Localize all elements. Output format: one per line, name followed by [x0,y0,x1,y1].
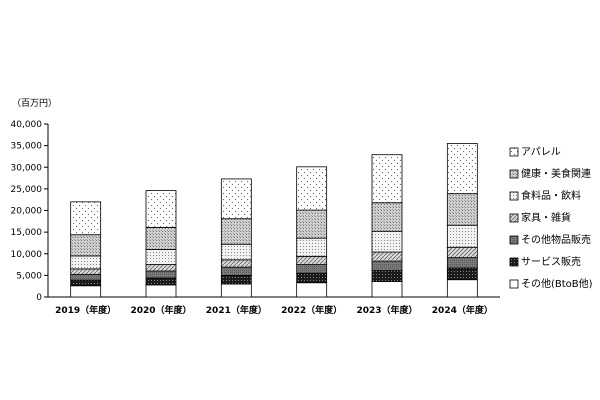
bar-segment [296,272,328,284]
bar-segment [446,246,478,259]
legend-label: 食料品・飲料 [521,189,581,202]
x-tick-label: 2020（年度） [130,304,191,316]
chart-axes [47,124,500,298]
legend-swatch [509,213,519,223]
y-tick-label: 15,000 [11,228,43,238]
y-tick-label: 0 [36,293,42,303]
x-axis-labels: 2019（年度） 2020（年度） 2021（年度） 2022（年度） 2023（年度）… [55,304,493,316]
bar-segment [296,282,328,298]
y-axis-ticks: 0 5,000 10,000 15,000 20,000 25,000 30,000 35,0… [11,120,48,303]
bar-segment [371,281,403,298]
legend-swatch [509,279,519,289]
bar-segment [296,255,328,265]
bar-segment [446,193,478,226]
bar-segment [145,277,177,286]
x-tick-label: 2022（年度） [281,304,342,316]
legend-label: 家具・雑貨 [521,211,571,224]
bar-segment [145,226,177,250]
bar-segment [220,259,252,268]
bar-segment [145,249,177,265]
bar-segment [446,257,478,269]
legend-swatch [509,169,519,179]
bar-segment [220,243,252,261]
bar-segment [446,267,478,281]
bar-segment [145,284,177,298]
bar-segment [296,237,328,257]
bar-series-group [70,143,478,298]
legend-label: その他(BtoB他) [521,277,593,290]
y-axis-unit-label: （百万円） [12,98,57,109]
legend-label: サービス販売 [521,255,581,268]
x-tick-label: 2024（年度） [432,304,493,316]
y-tick-label: 35,000 [11,142,43,152]
bar-segment [371,230,403,253]
bar-segment [70,201,102,236]
bar-segment [220,274,252,285]
legend-swatch [509,147,519,157]
bar-segment [220,178,252,220]
bar-segment [70,279,102,287]
bar-segment [371,270,403,282]
bar-segment [371,260,403,272]
y-tick-label: 25,000 [11,185,43,195]
bar-segment [220,266,252,276]
x-tick-label: 2023（年度） [356,304,417,316]
legend-swatch [509,191,519,201]
bar-segment [446,224,478,248]
y-tick-label: 20,000 [11,207,43,217]
bar-segment [220,218,252,245]
bar-segment [70,285,102,298]
y-tick-label: 5,000 [16,271,42,281]
bar-segment [371,202,403,232]
y-tick-label: 30,000 [11,163,43,173]
bar-segment [446,279,478,298]
legend-swatch [509,257,519,267]
bar-segment [145,264,177,272]
bar-segment [70,274,102,281]
legend-label: 健康・美食関連 [521,167,591,180]
bar-segment [296,166,328,211]
bar-segment [371,154,403,204]
bar-segment [296,209,328,239]
y-tick-label: 10,000 [11,250,43,260]
bar-segment [145,270,177,279]
bar-segment [145,190,177,228]
x-tick-label: 2019（年度） [55,304,116,316]
bar-segment [446,143,478,195]
bar-segment [70,268,102,275]
bar-segment [371,251,403,262]
bar-segment [296,264,328,274]
bar-segment [220,283,252,298]
x-tick-label: 2021（年度） [206,304,267,316]
legend-swatch [509,235,519,245]
bar-segment [70,255,102,270]
legend-label: その他物品販売 [521,233,591,246]
y-tick-label: 40,000 [11,120,43,130]
bar-segment [70,234,102,257]
legend-label: アパレル [521,146,561,158]
chart-legend: アパレル健康・美食関連食料品・飲料家具・雑貨その他物品販売サービス販売その他(B… [509,146,593,290]
